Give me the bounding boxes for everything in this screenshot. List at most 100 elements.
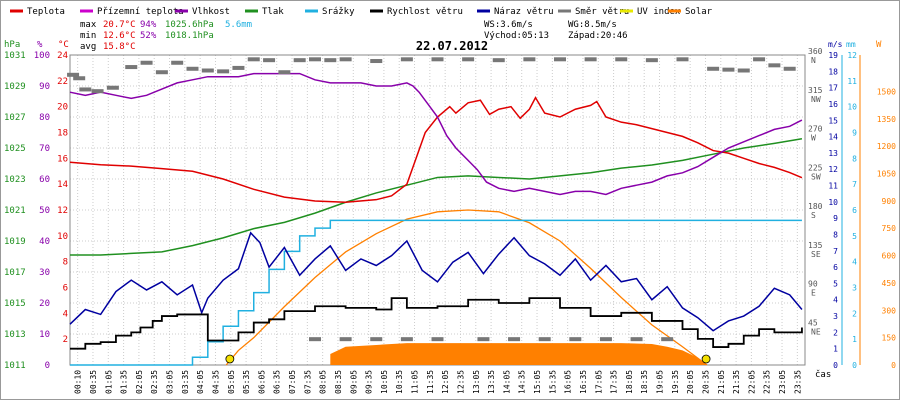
wind-tick: 8 (833, 230, 838, 239)
solar-tick: 1500 (877, 87, 896, 96)
x-tick: 08:35 (334, 370, 343, 394)
rain-tick: 0 (852, 361, 857, 370)
series-solar-fill (330, 343, 707, 365)
legend-label-teplota: Teplota (27, 7, 65, 17)
wind-direction-mark (278, 70, 291, 75)
press-tick: 1031 (4, 51, 26, 61)
dir-tick-label: NE (811, 327, 821, 336)
rain-tick: 11 (847, 77, 857, 86)
wind-direction-mark (324, 58, 337, 63)
series-tlak (70, 137, 803, 256)
wind-direction-mark (309, 337, 321, 342)
x-tick: 05:05 (227, 370, 236, 394)
unit-temp: °C (58, 40, 69, 50)
wind-direction-mark (768, 63, 781, 68)
x-tick: 02:05 (135, 370, 144, 394)
x-axis-label: čas (815, 369, 831, 380)
press-tick: 1015 (4, 299, 26, 309)
solar-tick: 900 (882, 197, 897, 206)
right-axes: 45NE90E135SE180S225SW270W315NW360N012345… (808, 47, 896, 370)
x-tick: 09:35 (365, 370, 374, 394)
left-axes: 1011101310151017101910211023102510271029… (4, 51, 68, 371)
legend-label-tlak: Tlak (262, 7, 284, 17)
wind-gust-stat: WG:8.5m/s (568, 20, 617, 30)
max-temp: 20.7°C (103, 20, 136, 30)
dir-tick: 360 (808, 47, 823, 56)
dir-tick: 180 (808, 202, 823, 211)
unit-rain: mm (846, 40, 856, 49)
wind-tick: 14 (828, 133, 838, 142)
hum-tick: 100 (34, 51, 50, 61)
wind-direction-mark (630, 337, 643, 342)
rain-tick: 4 (852, 258, 857, 267)
x-tick: 23:05 (778, 370, 787, 394)
x-tick: 16:05 (564, 370, 573, 394)
dir-tick: 135 (808, 241, 823, 250)
wind-direction-mark (171, 60, 184, 65)
dir-tick: 225 (808, 163, 823, 172)
press-tick: 1011 (4, 361, 26, 371)
hum-tick: 0 (45, 361, 50, 371)
hum-tick: 60 (39, 175, 50, 185)
series-rychlost (70, 297, 803, 350)
wind-direction-mark (232, 65, 245, 70)
temp-tick: 12 (57, 206, 68, 216)
wind-direction-mark (783, 66, 796, 71)
solar-tick: 750 (882, 224, 897, 233)
dir-tick-label: E (811, 289, 816, 298)
wind-direction-mark (79, 87, 92, 92)
rain-tick: 5 (852, 232, 857, 241)
sun-marker (701, 354, 711, 364)
wind-direction-mark (722, 67, 735, 72)
hum-tick: 20 (39, 299, 50, 309)
wind-direction-mark (554, 57, 566, 62)
wind-tick: 2 (833, 328, 838, 337)
wind-direction-mark (339, 337, 352, 342)
hum-tick: 40 (39, 237, 50, 247)
sun-marker (225, 354, 235, 364)
temp-tick: 4 (63, 309, 68, 319)
wind-tick: 13 (828, 149, 838, 158)
max-label: max (80, 20, 97, 30)
solar-tick: 600 (882, 252, 897, 261)
wind-direction-mark (707, 66, 720, 71)
wind-tick: 19 (828, 51, 838, 60)
press-tick: 1027 (4, 113, 26, 123)
legend-label-solar: Solar (685, 7, 713, 17)
x-tick: 20:35 (701, 370, 710, 394)
rain-tick: 10 (847, 103, 857, 112)
wind-direction-mark (73, 76, 86, 81)
dir-tick: 315 (808, 86, 823, 95)
x-tick: 19:05 (656, 370, 665, 394)
x-tick: 06:35 (273, 370, 282, 394)
temp-tick: 24 (57, 51, 68, 61)
wind-direction-mark (508, 337, 521, 342)
temp-tick: 6 (63, 284, 68, 294)
min-press: 1018.1hPa (165, 31, 214, 41)
solar-tick: 150 (882, 334, 897, 343)
max-rain: 5.6mm (225, 20, 252, 30)
solar-tick: 1350 (877, 115, 896, 124)
press-tick: 1029 (4, 82, 26, 92)
wind-direction-mark (492, 58, 505, 63)
press-tick: 1025 (4, 144, 26, 154)
series-teplota (69, 96, 803, 204)
x-tick: 17:05 (594, 370, 603, 394)
wind-direction-mark (737, 68, 750, 73)
wind-direction-mark (201, 68, 214, 73)
x-tick: 15:35 (548, 370, 557, 394)
press-tick: 1019 (4, 237, 26, 247)
wind-tick: 7 (833, 247, 838, 256)
wind-direction-mark (247, 57, 260, 62)
wind-direction-mark (106, 85, 119, 90)
hum-tick: 70 (39, 144, 50, 154)
x-tick: 03:35 (181, 370, 190, 394)
x-tick: 07:35 (303, 370, 312, 394)
unit-wind: m/s (828, 40, 843, 49)
legend: Teplota Přízemní teplota Vlhkost Tlak Srážky… (10, 7, 713, 17)
wind-direction-mark (431, 337, 444, 342)
dir-tick: 270 (808, 125, 823, 134)
x-tick: 11:35 (426, 370, 435, 394)
x-tick: 21:05 (717, 370, 726, 394)
solar-tick: 300 (882, 306, 897, 315)
